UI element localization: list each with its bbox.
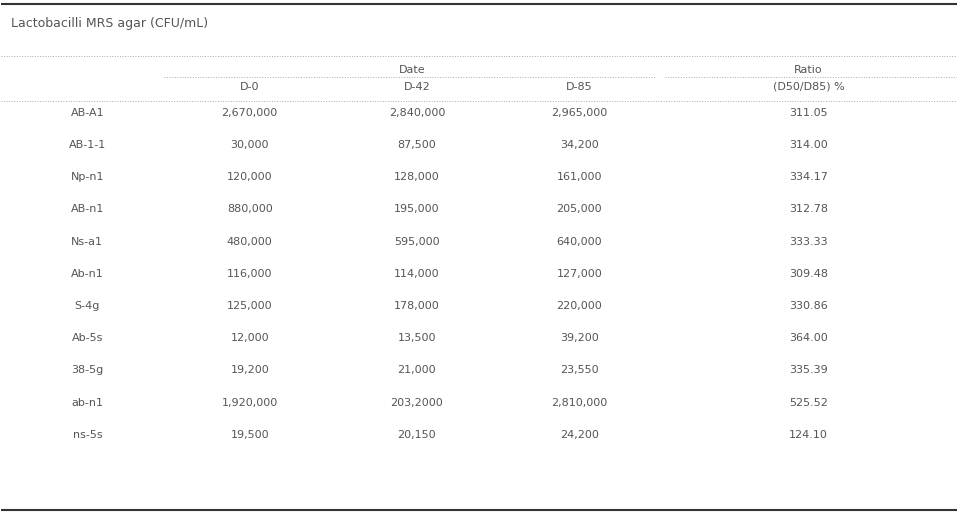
Text: 333.33: 333.33 <box>789 236 828 246</box>
Text: 178,000: 178,000 <box>394 301 440 311</box>
Text: 640,000: 640,000 <box>557 236 603 246</box>
Text: (D50/D85) %: (D50/D85) % <box>773 82 844 92</box>
Text: AB-n1: AB-n1 <box>71 205 104 215</box>
Text: 39,200: 39,200 <box>559 333 599 343</box>
Text: 595,000: 595,000 <box>394 236 440 246</box>
Text: Ns-a1: Ns-a1 <box>71 236 103 246</box>
Text: 2,670,000: 2,670,000 <box>221 108 278 118</box>
Text: 19,200: 19,200 <box>230 365 269 375</box>
Text: 364.00: 364.00 <box>789 333 828 343</box>
Text: 195,000: 195,000 <box>394 205 440 215</box>
Text: 335.39: 335.39 <box>789 365 828 375</box>
Text: 314.00: 314.00 <box>789 140 828 150</box>
Text: 161,000: 161,000 <box>557 172 602 182</box>
Text: 13,500: 13,500 <box>398 333 436 343</box>
Text: 124.10: 124.10 <box>789 430 828 440</box>
Text: 128,000: 128,000 <box>394 172 440 182</box>
Text: Ratio: Ratio <box>794 65 823 75</box>
Text: 20,150: 20,150 <box>398 430 436 440</box>
Text: 34,200: 34,200 <box>559 140 599 150</box>
Text: ab-n1: ab-n1 <box>71 398 103 408</box>
Text: 203,2000: 203,2000 <box>391 398 444 408</box>
Text: Np-n1: Np-n1 <box>71 172 104 182</box>
Text: 38-5g: 38-5g <box>71 365 103 375</box>
Text: D-85: D-85 <box>566 82 593 92</box>
Text: 1,920,000: 1,920,000 <box>221 398 278 408</box>
Text: 120,000: 120,000 <box>227 172 273 182</box>
Text: 23,550: 23,550 <box>560 365 599 375</box>
Text: 311.05: 311.05 <box>789 108 828 118</box>
Text: 880,000: 880,000 <box>227 205 273 215</box>
Text: D-42: D-42 <box>403 82 430 92</box>
Text: 312.78: 312.78 <box>789 205 828 215</box>
Text: 334.17: 334.17 <box>789 172 828 182</box>
Text: 24,200: 24,200 <box>559 430 599 440</box>
Text: 309.48: 309.48 <box>789 269 828 279</box>
Text: AB-1-1: AB-1-1 <box>69 140 106 150</box>
Text: 30,000: 30,000 <box>231 140 269 150</box>
Text: ns-5s: ns-5s <box>73 430 103 440</box>
Text: 330.86: 330.86 <box>789 301 828 311</box>
Text: 220,000: 220,000 <box>557 301 603 311</box>
Text: 21,000: 21,000 <box>398 365 436 375</box>
Text: 127,000: 127,000 <box>557 269 603 279</box>
Text: 116,000: 116,000 <box>227 269 272 279</box>
Text: S-4g: S-4g <box>75 301 100 311</box>
Text: 2,840,000: 2,840,000 <box>389 108 445 118</box>
Text: AB-A1: AB-A1 <box>71 108 104 118</box>
Text: Date: Date <box>399 65 425 75</box>
Text: 19,500: 19,500 <box>231 430 269 440</box>
Text: 125,000: 125,000 <box>227 301 273 311</box>
Text: 525.52: 525.52 <box>789 398 828 408</box>
Text: Ab-n1: Ab-n1 <box>71 269 103 279</box>
Text: Lactobacilli MRS agar (CFU/mL): Lactobacilli MRS agar (CFU/mL) <box>11 17 208 30</box>
Text: 114,000: 114,000 <box>394 269 440 279</box>
Text: 87,500: 87,500 <box>398 140 436 150</box>
Text: 205,000: 205,000 <box>557 205 603 215</box>
Text: 2,965,000: 2,965,000 <box>551 108 607 118</box>
Text: D-0: D-0 <box>240 82 260 92</box>
Text: 2,810,000: 2,810,000 <box>551 398 607 408</box>
Text: Ab-5s: Ab-5s <box>72 333 103 343</box>
Text: 12,000: 12,000 <box>231 333 269 343</box>
Text: 480,000: 480,000 <box>227 236 273 246</box>
